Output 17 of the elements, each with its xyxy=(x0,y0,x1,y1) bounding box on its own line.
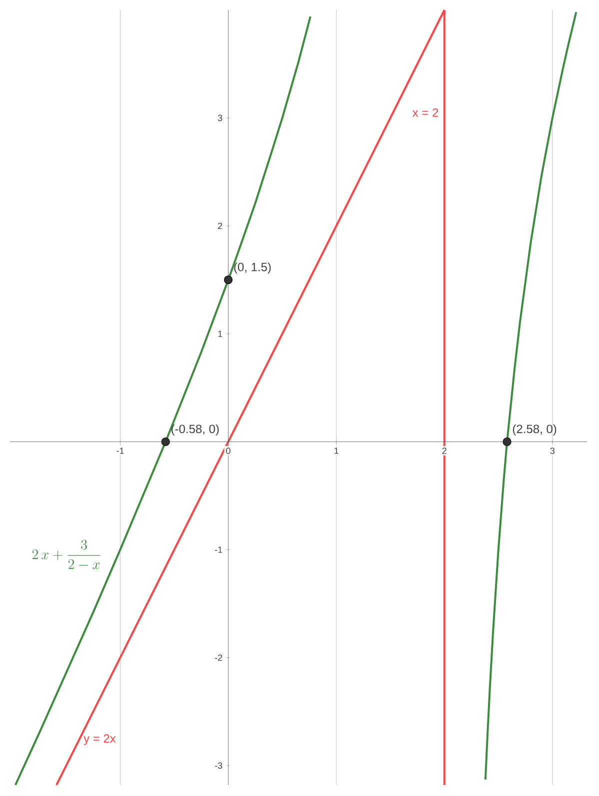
x-tick-label: 0 xyxy=(226,448,230,454)
series-label: y = 2x xyxy=(84,734,116,746)
x-tick-label: -1 xyxy=(116,448,124,454)
y-tick-label: -3 xyxy=(215,762,222,769)
ref-line-label: x = 2 xyxy=(412,108,438,117)
x-tick-label: 2 xyxy=(442,448,446,454)
data-label: (0, 1.5) xyxy=(234,262,271,274)
y-tick-label: 3 xyxy=(218,114,222,122)
x-tick-label: 3 xyxy=(550,448,555,454)
y-tick-label: 1 xyxy=(218,330,222,337)
x-tick-label: 1 xyxy=(334,448,338,454)
data-label: (-0.58, 0) xyxy=(172,424,219,436)
series-label: $2\,x+\frac{3}{2-x}$ xyxy=(32,540,100,570)
y-tick-label: -2 xyxy=(215,654,222,661)
y-tick-label: 2 xyxy=(218,222,222,230)
data-label: (2.58, 0) xyxy=(512,424,556,436)
y-tick-label: -1 xyxy=(215,546,222,553)
